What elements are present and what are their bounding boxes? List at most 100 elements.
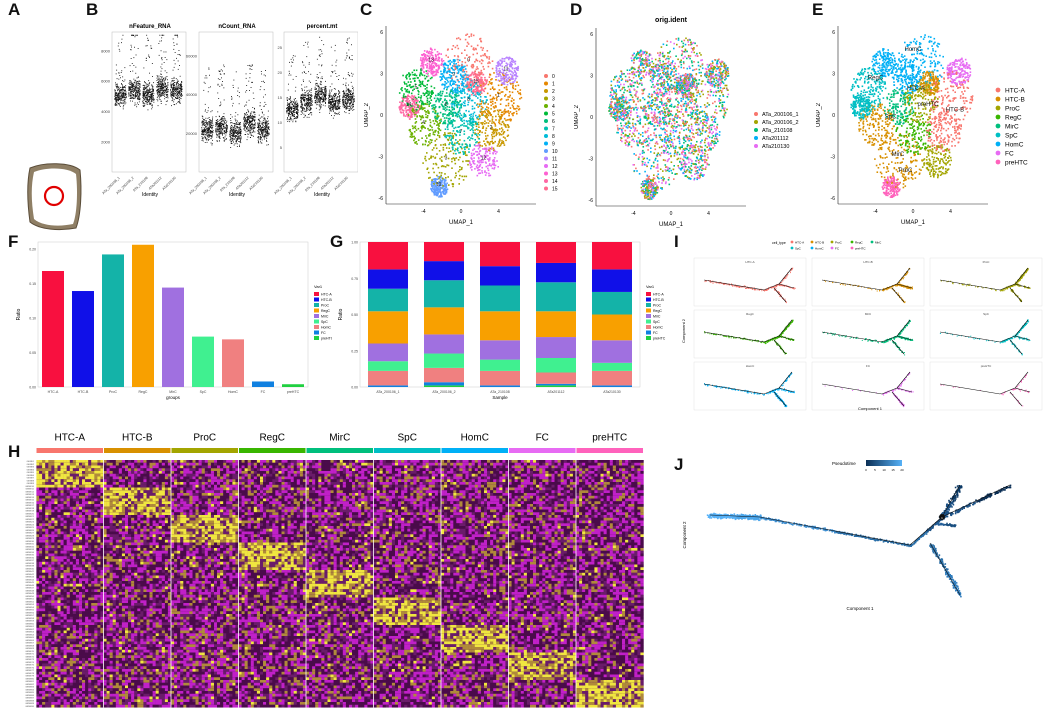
i-facet-HomC: HomC (693, 361, 807, 411)
g-legend-label: MirC (653, 315, 661, 319)
g-xtick: ATa_200106_2 (432, 390, 455, 394)
cluster-label: 12 (481, 156, 487, 162)
f-legend-label: ProC (321, 304, 329, 308)
j-points (706, 484, 1012, 598)
panel-b-qc-plots: nFeature_RNA2000400060008000ATa_200106_1… (101, 24, 358, 198)
i-facet-MirC: MirC (811, 309, 925, 359)
h-group-bar-SpC (374, 448, 441, 453)
panel-a-tissue (27, 163, 82, 231)
f-xtick: RegC (139, 390, 148, 394)
g-segment-HTC-B (592, 269, 632, 292)
panel-d-umap-samples: orig.ident UMAP_1 UMAP_2 6 3 0 -3 -6 -4 0 4 ATa_200… (574, 17, 799, 228)
j-ylabel: Component 2 (682, 521, 687, 549)
h-gene-label: GENE27 (25, 533, 34, 535)
umap-ytick: 6 (380, 30, 383, 36)
cluster-label: 5 (415, 84, 418, 90)
f-legend-label: HTC-B (321, 298, 332, 302)
h-group-title-HomC: HomC (461, 432, 489, 443)
h-gene-label: GENE57 (25, 615, 34, 617)
i-facet-title: FC (866, 364, 871, 368)
i-legend-label: SpC (795, 246, 802, 250)
legend-dot (995, 87, 1001, 93)
h-gene-label: GENE69 (25, 648, 34, 650)
panel-g-stacked-bar-chart: Ratio 0.00 0.25 0.50 0.75 1.00 ATa_200106_1 ATa… (338, 241, 666, 401)
f-ytick: 0.10 (29, 316, 36, 320)
umap-ytick: -6 (379, 196, 384, 202)
g-legend-title: Var1 (646, 284, 655, 289)
f-legend-label: HTC-A (321, 293, 332, 297)
h-block-HTC-A (36, 460, 104, 708)
h-gene-label: GENE61 (25, 626, 34, 628)
g-legend-key (646, 303, 651, 307)
panel-label-f: F (8, 232, 18, 252)
umap-points (398, 33, 523, 198)
legend-label: 6 (552, 119, 555, 125)
h-gene-label: GENE33 (25, 549, 34, 551)
cluster-label: 7 (460, 129, 463, 135)
h-group-title-FC: FC (536, 432, 549, 443)
i-legend-label: MirC (875, 240, 882, 244)
legend-label: 0 (552, 74, 555, 80)
h-group-bar-RegC (239, 448, 306, 453)
qc-xtick: ATa_210108 (132, 176, 149, 193)
h-gene-label: GENE18 (25, 508, 34, 510)
j-legend-title: Pseudotime (832, 461, 856, 466)
i-facet-title: HTC-B (863, 260, 872, 264)
qc-xlabel-2: Identity (314, 192, 331, 198)
h-gene-label: GENE64 (25, 634, 34, 636)
umap-ytick: -3 (589, 157, 594, 163)
h-gene-label: GENE39 (25, 566, 34, 568)
f-legend-label: HomC (321, 326, 331, 330)
f-xtick: MirC (169, 390, 177, 394)
cluster-label: 14 (406, 102, 412, 108)
f-legend-key (314, 314, 319, 318)
f-legend-key (314, 297, 319, 302)
h-gene-label: GENE74 (25, 662, 34, 664)
g-segment-RegC (424, 307, 464, 335)
j-legend-tick: 10 (882, 468, 886, 472)
panel-label-a: A (8, 0, 20, 20)
h-gene-label: GENE32 (25, 546, 34, 548)
h-gene-label: GENE59 (25, 621, 34, 623)
f-bar-HTC-A (42, 271, 64, 387)
qc-ytick: 8000 (101, 48, 111, 53)
panel-h-heatmap: GENE1GENE2GENE3GENE4GENE5GENE6GENE7GENE8… (25, 432, 644, 708)
i-legend-label: HomC (815, 246, 824, 250)
f-ytick: 0.00 (29, 386, 36, 390)
h-group-title-preHTC: preHTC (592, 432, 627, 443)
g-legend-key (646, 297, 651, 302)
h-gene-label: GENE70 (25, 651, 34, 653)
i-facet-title: MirC (865, 312, 872, 316)
h-gene-label: GENE78 (25, 673, 34, 675)
h-gene-label: GENE44 (25, 579, 34, 581)
legend-label: preHTC (1005, 160, 1028, 167)
legend-dot (544, 119, 548, 123)
g-legend-label: SpC (653, 320, 660, 324)
g-legend-key (646, 325, 651, 329)
h-gene-label: GENE63 (25, 632, 34, 634)
i-facet-RegC: RegC (693, 309, 807, 359)
umap-xlabel: UMAP_1 (901, 220, 926, 226)
f-legend-label: FC (321, 331, 326, 335)
f-bar-MirC (162, 287, 184, 387)
legend-dot (995, 159, 1001, 165)
g-segment-preHTC (424, 385, 464, 387)
umap-d-title: orig.ident (655, 17, 688, 24)
i-legend-label: ProC (835, 240, 843, 244)
legend-label: HomC (1005, 142, 1024, 149)
g-segment-RegC (368, 311, 408, 344)
i-legend-dot (790, 240, 794, 244)
qc-frame-1 (198, 31, 274, 173)
g-segment-RegC (536, 311, 576, 338)
h-gene-label: GENE41 (25, 571, 34, 573)
i-legend-dot (790, 246, 794, 250)
legend-dot (995, 114, 1001, 120)
h-gene-label: GENE22 (25, 519, 34, 521)
qc-ytick: 60000 (186, 53, 198, 58)
h-gene-label: GENE19 (25, 511, 34, 513)
legend-dot (754, 120, 758, 124)
i-legend-dot (810, 246, 814, 250)
g-segment-HTC-B (536, 262, 576, 283)
umap-xlabel: UMAP_1 (449, 220, 474, 226)
h-gene-label: GENE26 (25, 530, 34, 532)
